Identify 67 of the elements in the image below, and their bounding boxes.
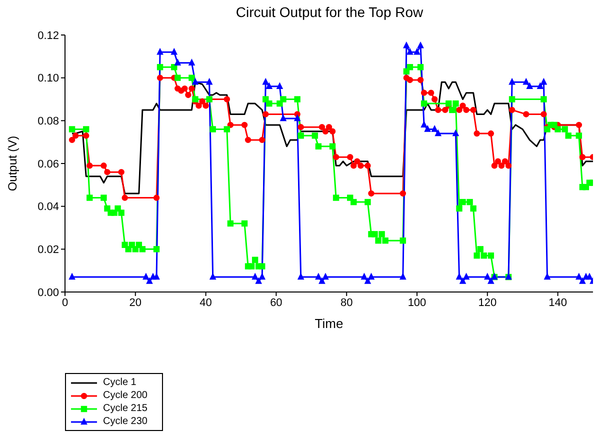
point (414, 48, 420, 55)
point (488, 278, 494, 284)
point (322, 273, 329, 280)
point (361, 273, 368, 280)
point (256, 278, 262, 284)
point (452, 130, 459, 136)
point (252, 273, 258, 280)
point (156, 48, 164, 55)
point (576, 273, 582, 280)
point (417, 42, 424, 48)
y-tick-label: 0.08 (38, 116, 59, 128)
point (266, 82, 272, 89)
point (280, 114, 286, 122)
legend-label: Cycle 1 (103, 377, 136, 388)
x-tick-label: 20 (129, 296, 142, 309)
point (188, 59, 195, 66)
point (142, 273, 150, 280)
legend-label: Cycle 200 (103, 390, 148, 401)
point (544, 273, 550, 280)
point (368, 273, 374, 280)
chart-title: Circuit Output for the Top Row (234, 4, 424, 20)
point (294, 114, 300, 122)
point (68, 273, 76, 280)
point (364, 278, 371, 284)
point (210, 273, 216, 280)
x-tick-label: 120 (478, 296, 497, 309)
point (318, 278, 326, 284)
point (400, 273, 406, 280)
legend-label: Cycle 215 (103, 403, 148, 414)
point (153, 273, 160, 280)
x-tick-label: 80 (340, 296, 353, 309)
x-tick-label: 0 (62, 296, 68, 309)
x-tick-label: 140 (548, 296, 567, 309)
point (432, 126, 438, 132)
point (435, 130, 442, 136)
point (508, 78, 516, 85)
y-tick-label: 0.00 (38, 286, 59, 299)
point (484, 273, 490, 280)
x-tick-label: 60 (270, 296, 282, 309)
point (526, 82, 533, 89)
point (146, 278, 153, 284)
y-tick-label: 0.06 (38, 158, 59, 170)
point (298, 273, 304, 280)
x-tick-label: 100 (408, 296, 426, 309)
point (315, 273, 322, 280)
point (420, 121, 428, 128)
point (192, 78, 198, 85)
y-tick-label: 0.10 (38, 72, 59, 85)
y-tick-label: 0.02 (38, 244, 59, 256)
point (259, 273, 266, 280)
y-tick-label: 0.04 (38, 201, 59, 214)
point (456, 273, 462, 280)
point (424, 126, 431, 132)
x-tick-label: 40 (200, 296, 212, 309)
y-tick-label: 0.12 (38, 30, 59, 42)
legend-label: Cycle 230 (103, 416, 148, 427)
point (463, 273, 470, 280)
point (403, 42, 410, 48)
point (586, 273, 593, 280)
point (406, 48, 414, 55)
x-axis-title: Time (314, 316, 344, 331)
y-axis-title: Output (V) (5, 136, 20, 192)
point (537, 82, 544, 89)
point (174, 59, 181, 66)
point (276, 82, 283, 89)
point (579, 278, 586, 284)
point (460, 278, 466, 284)
